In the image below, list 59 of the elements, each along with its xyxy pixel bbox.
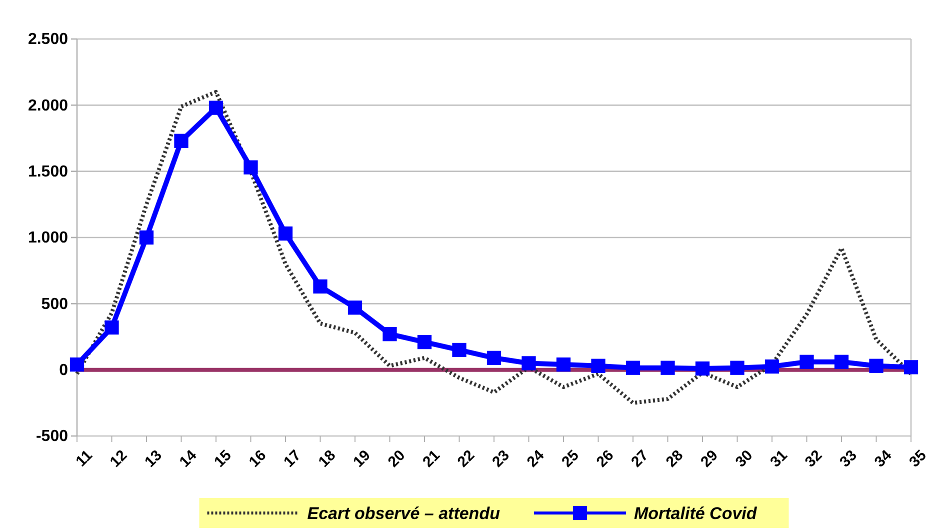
point: [278, 226, 293, 241]
point: [244, 160, 258, 174]
point: [695, 361, 710, 376]
point: [417, 334, 432, 350]
point: [556, 357, 571, 372]
x-tick-label: 24: [524, 446, 548, 471]
point: [591, 358, 606, 373]
x-tick-label: 11: [72, 446, 96, 470]
point: [660, 360, 675, 375]
y-tick-label: -500: [36, 428, 68, 446]
point: [522, 356, 536, 370]
x-tick-label: 14: [176, 446, 201, 471]
point: [382, 327, 397, 342]
legend-label: Mortalité Covid: [634, 504, 758, 523]
point: [348, 300, 362, 315]
point: [104, 320, 119, 335]
point: [904, 360, 918, 374]
x-tick-label: 25: [558, 446, 582, 471]
x-tick-label: 23: [489, 446, 513, 471]
y-tick-label: 0: [59, 362, 68, 379]
point: [208, 100, 224, 115]
point: [834, 354, 849, 369]
x-tick-label: 20: [384, 446, 409, 471]
x-tick-label: 26: [593, 446, 618, 471]
y-tick-label: 1.000: [28, 230, 68, 247]
x-tick-label: 34: [871, 446, 896, 471]
x-tick-label: 29: [698, 446, 722, 471]
point: [800, 354, 814, 369]
y-tick-label: 1.500: [28, 163, 68, 180]
point: [174, 134, 188, 148]
x-tick-label: 16: [246, 446, 270, 471]
point: [313, 279, 328, 294]
point: [764, 359, 780, 374]
x-tick-label: 13: [142, 446, 166, 471]
x-tick-label: 33: [836, 446, 860, 471]
x-tick-label: 35: [906, 446, 929, 471]
y-tick-label: 2.000: [28, 97, 68, 114]
point: [730, 360, 744, 375]
point: [452, 342, 466, 358]
x-tick-label: 27: [628, 446, 652, 471]
point: [869, 358, 884, 373]
point: [139, 230, 154, 245]
legend-label: Ecart observé – attendu: [307, 504, 501, 523]
x-tick-label: 17: [280, 446, 304, 471]
y-tick-label: 2.500: [28, 31, 68, 48]
point: [486, 350, 502, 365]
x-tick-label: 22: [454, 446, 478, 471]
x-tick-label: 28: [662, 446, 687, 471]
x-tick-label: 32: [802, 446, 826, 471]
x-tick-label: 18: [315, 446, 340, 471]
x-tick-label: 15: [211, 446, 235, 471]
x-tick-label: 19: [350, 446, 374, 471]
x-tick-label: 12: [106, 446, 131, 471]
point: [70, 357, 84, 372]
x-tick-label: 21: [420, 446, 444, 471]
x-tick-label: 30: [732, 446, 756, 471]
point: [626, 360, 640, 375]
y-tick-label: 500: [41, 296, 68, 313]
x-tick-label: 31: [767, 446, 791, 471]
